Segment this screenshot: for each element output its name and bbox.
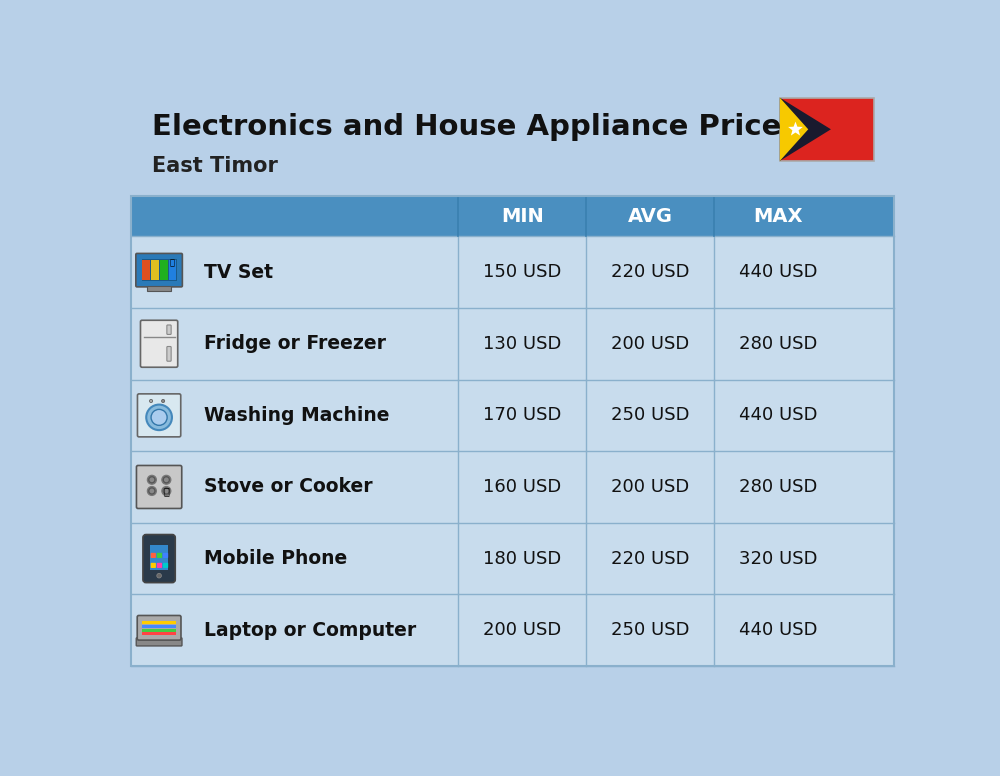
- Text: 170 USD: 170 USD: [483, 407, 561, 424]
- Text: TV Set: TV Set: [204, 262, 273, 282]
- FancyBboxPatch shape: [147, 286, 171, 291]
- Text: 220 USD: 220 USD: [611, 549, 689, 567]
- Circle shape: [147, 476, 156, 484]
- Text: AVG: AVG: [628, 207, 673, 226]
- FancyBboxPatch shape: [131, 379, 894, 451]
- FancyBboxPatch shape: [137, 615, 181, 640]
- FancyBboxPatch shape: [140, 320, 178, 367]
- Text: MIN: MIN: [501, 207, 544, 226]
- Circle shape: [149, 477, 154, 482]
- FancyBboxPatch shape: [131, 237, 894, 308]
- Text: 440 USD: 440 USD: [739, 263, 817, 281]
- Polygon shape: [788, 122, 803, 136]
- FancyBboxPatch shape: [151, 553, 156, 558]
- Text: 280 USD: 280 USD: [739, 478, 817, 496]
- Circle shape: [162, 487, 171, 495]
- FancyBboxPatch shape: [157, 563, 162, 568]
- Circle shape: [147, 487, 156, 495]
- FancyBboxPatch shape: [131, 196, 894, 237]
- Text: 250 USD: 250 USD: [611, 407, 689, 424]
- FancyBboxPatch shape: [167, 325, 171, 334]
- Circle shape: [164, 477, 169, 482]
- FancyBboxPatch shape: [780, 98, 874, 161]
- Circle shape: [157, 573, 161, 578]
- Text: Electronics and House Appliance Prices: Electronics and House Appliance Prices: [152, 113, 799, 141]
- Text: Fridge or Freezer: Fridge or Freezer: [204, 334, 386, 353]
- FancyBboxPatch shape: [142, 629, 176, 632]
- Text: 200 USD: 200 USD: [483, 622, 561, 639]
- Text: 180 USD: 180 USD: [483, 549, 561, 567]
- Polygon shape: [780, 98, 808, 161]
- FancyBboxPatch shape: [136, 254, 182, 287]
- FancyBboxPatch shape: [136, 638, 182, 646]
- FancyBboxPatch shape: [151, 260, 159, 280]
- FancyBboxPatch shape: [167, 347, 171, 361]
- Circle shape: [162, 476, 171, 484]
- Circle shape: [164, 489, 169, 494]
- Text: 150 USD: 150 USD: [483, 263, 561, 281]
- FancyBboxPatch shape: [169, 260, 176, 280]
- FancyBboxPatch shape: [142, 625, 176, 628]
- FancyBboxPatch shape: [131, 523, 894, 594]
- Circle shape: [162, 400, 165, 403]
- FancyBboxPatch shape: [142, 260, 150, 280]
- FancyBboxPatch shape: [131, 308, 894, 379]
- FancyBboxPatch shape: [131, 451, 894, 523]
- FancyBboxPatch shape: [137, 394, 181, 437]
- Text: Stove or Cooker: Stove or Cooker: [204, 477, 373, 497]
- FancyBboxPatch shape: [142, 632, 176, 636]
- FancyBboxPatch shape: [136, 466, 182, 508]
- FancyBboxPatch shape: [163, 553, 168, 558]
- Text: Mobile Phone: Mobile Phone: [204, 549, 347, 568]
- Text: 200 USD: 200 USD: [611, 334, 689, 353]
- Circle shape: [151, 410, 167, 425]
- FancyBboxPatch shape: [142, 621, 176, 624]
- FancyBboxPatch shape: [142, 259, 177, 281]
- FancyBboxPatch shape: [131, 594, 894, 666]
- Text: 📶: 📶: [170, 258, 175, 267]
- FancyBboxPatch shape: [150, 546, 168, 570]
- Text: 440 USD: 440 USD: [739, 407, 817, 424]
- FancyBboxPatch shape: [163, 563, 168, 568]
- Circle shape: [149, 489, 154, 494]
- Text: 130 USD: 130 USD: [483, 334, 561, 353]
- Text: 280 USD: 280 USD: [739, 334, 817, 353]
- Circle shape: [149, 400, 153, 403]
- FancyBboxPatch shape: [160, 260, 168, 280]
- Text: 220 USD: 220 USD: [611, 263, 689, 281]
- Text: 160 USD: 160 USD: [483, 478, 561, 496]
- FancyBboxPatch shape: [143, 535, 175, 583]
- FancyBboxPatch shape: [151, 563, 156, 568]
- Text: MAX: MAX: [753, 207, 803, 226]
- Circle shape: [146, 404, 172, 430]
- Text: Laptop or Computer: Laptop or Computer: [204, 621, 416, 639]
- Text: 200 USD: 200 USD: [611, 478, 689, 496]
- FancyBboxPatch shape: [157, 553, 162, 558]
- Text: East Timor: East Timor: [152, 155, 278, 175]
- Text: 320 USD: 320 USD: [739, 549, 817, 567]
- Polygon shape: [780, 98, 831, 161]
- Text: 440 USD: 440 USD: [739, 622, 817, 639]
- Text: 🔥: 🔥: [163, 486, 169, 496]
- Text: 250 USD: 250 USD: [611, 622, 689, 639]
- Text: Washing Machine: Washing Machine: [204, 406, 390, 425]
